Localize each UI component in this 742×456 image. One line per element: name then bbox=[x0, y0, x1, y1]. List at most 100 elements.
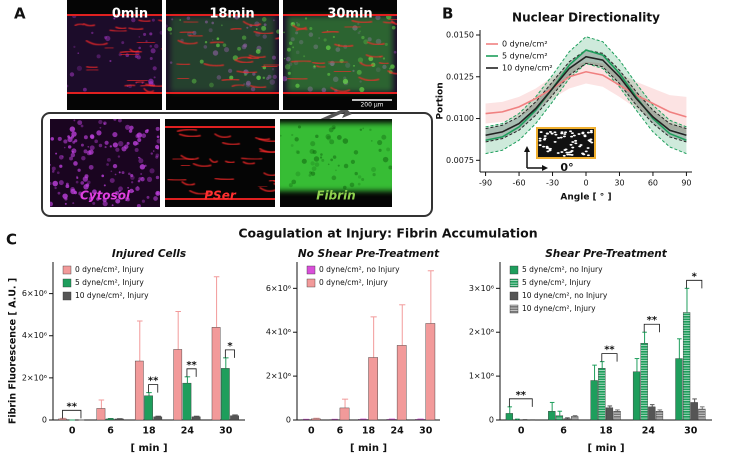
cell-speckle bbox=[88, 196, 93, 201]
cell-speckle bbox=[384, 42, 388, 46]
significance-label: ** bbox=[186, 360, 197, 371]
cell-speckle bbox=[137, 179, 141, 183]
inset-nucleus bbox=[586, 154, 590, 157]
cell-speckle bbox=[128, 172, 131, 176]
legend-label: 5 dyne/cm², no Injury bbox=[522, 265, 603, 274]
x-tick-label: 6 bbox=[560, 426, 567, 437]
cell-streak bbox=[311, 61, 326, 65]
cell-speckle bbox=[77, 52, 80, 54]
vessel bbox=[67, 14, 162, 94]
x-tick-label: 6 bbox=[337, 426, 344, 437]
cell-streak bbox=[179, 31, 194, 34]
micrograph bbox=[280, 119, 392, 207]
inset-nucleus bbox=[538, 144, 542, 146]
bar bbox=[182, 382, 192, 421]
cell-speckle bbox=[134, 55, 138, 58]
cell-speckle bbox=[132, 190, 135, 193]
x-axis-label: [ min ] bbox=[130, 443, 167, 454]
cell-speckle bbox=[261, 17, 267, 22]
inset-nucleus bbox=[560, 132, 564, 135]
cell-speckle bbox=[323, 38, 327, 42]
cell-streak bbox=[390, 20, 397, 25]
band-edge bbox=[485, 36, 687, 128]
cell-speckle bbox=[114, 173, 117, 176]
cell-speckle bbox=[139, 164, 146, 170]
cell-speckle bbox=[137, 138, 142, 143]
cell-speckle bbox=[69, 156, 73, 161]
cell-speckle bbox=[50, 201, 53, 207]
cell-speckle bbox=[304, 17, 308, 20]
cell-speckle bbox=[101, 174, 105, 178]
cell-speckle bbox=[141, 133, 147, 138]
x-tick-label: 6 bbox=[107, 426, 114, 437]
cell-streak bbox=[180, 154, 200, 161]
cell-speckle bbox=[78, 191, 83, 196]
bar bbox=[144, 395, 153, 421]
cell-speckle bbox=[104, 146, 107, 149]
inset-nucleus bbox=[590, 141, 594, 144]
bar bbox=[115, 418, 124, 421]
arrow-head bbox=[524, 146, 548, 171]
cell-speckle bbox=[56, 171, 60, 175]
cell-speckle bbox=[328, 127, 334, 133]
cell-streak bbox=[203, 63, 225, 67]
inset-nucleus bbox=[539, 131, 543, 133]
cell-speckle bbox=[67, 84, 69, 88]
cell-streak bbox=[358, 76, 380, 82]
confidence-band bbox=[485, 36, 687, 154]
cell-speckle bbox=[129, 188, 134, 194]
cell-speckle bbox=[117, 141, 124, 147]
bar bbox=[173, 349, 183, 421]
panel-label: B bbox=[442, 5, 453, 23]
inset-nucleus bbox=[538, 139, 542, 142]
x-tick-label: 24 bbox=[390, 426, 404, 437]
x-tick-label: 0 bbox=[69, 426, 76, 437]
x-tick-label: 90 bbox=[681, 179, 691, 188]
cell-speckle bbox=[140, 173, 143, 176]
cell-speckle bbox=[361, 35, 365, 40]
cell-streak bbox=[290, 60, 312, 63]
cell-speckle bbox=[50, 137, 54, 141]
cell-speckle bbox=[209, 82, 214, 88]
cell-speckle bbox=[308, 174, 312, 177]
cell-speckle bbox=[369, 128, 372, 132]
y-axis-label: Portion bbox=[436, 82, 446, 119]
cell-streak bbox=[136, 41, 156, 44]
cell-speckle bbox=[77, 120, 83, 126]
cell-speckle bbox=[287, 71, 291, 75]
cell-speckle bbox=[155, 175, 160, 180]
inset-nucleus bbox=[546, 150, 550, 153]
cell-streak bbox=[287, 77, 308, 80]
cell-speckle bbox=[256, 75, 261, 81]
cell-speckle bbox=[104, 36, 108, 40]
cell-speckle bbox=[331, 125, 336, 130]
cell-speckle bbox=[138, 156, 140, 159]
cell-speckle bbox=[296, 150, 300, 155]
cell-speckle bbox=[261, 25, 267, 31]
fibrin-glow bbox=[280, 123, 392, 191]
cell-speckle bbox=[51, 170, 55, 173]
legend-label: 0 dyne/cm², no Injury bbox=[319, 265, 400, 274]
channel-label: Fibrin bbox=[316, 189, 355, 203]
confidence-band bbox=[485, 61, 687, 134]
cell-streak bbox=[209, 41, 224, 44]
legend-label: 0 dyne/cm², Injury bbox=[319, 278, 388, 287]
cell-speckle bbox=[75, 180, 79, 184]
cell-speckle bbox=[391, 25, 396, 30]
cell-speckle bbox=[130, 173, 134, 178]
cell-streak bbox=[221, 141, 241, 146]
x-tick-label: 30 bbox=[219, 426, 233, 437]
cell-streak bbox=[230, 27, 242, 31]
cell-streak bbox=[109, 29, 127, 32]
cell-speckle bbox=[276, 29, 279, 34]
cell-speckle bbox=[67, 136, 73, 143]
cell-speckle bbox=[152, 66, 157, 71]
inset-nucleus bbox=[571, 141, 575, 143]
significance-label: ** bbox=[148, 376, 159, 387]
significance-label: * bbox=[227, 341, 233, 352]
cell-speckle bbox=[199, 59, 204, 64]
cell-speckle bbox=[104, 140, 109, 145]
significance-label: ** bbox=[604, 345, 615, 356]
cell-speckle bbox=[343, 163, 349, 169]
cell-speckle bbox=[332, 35, 335, 39]
